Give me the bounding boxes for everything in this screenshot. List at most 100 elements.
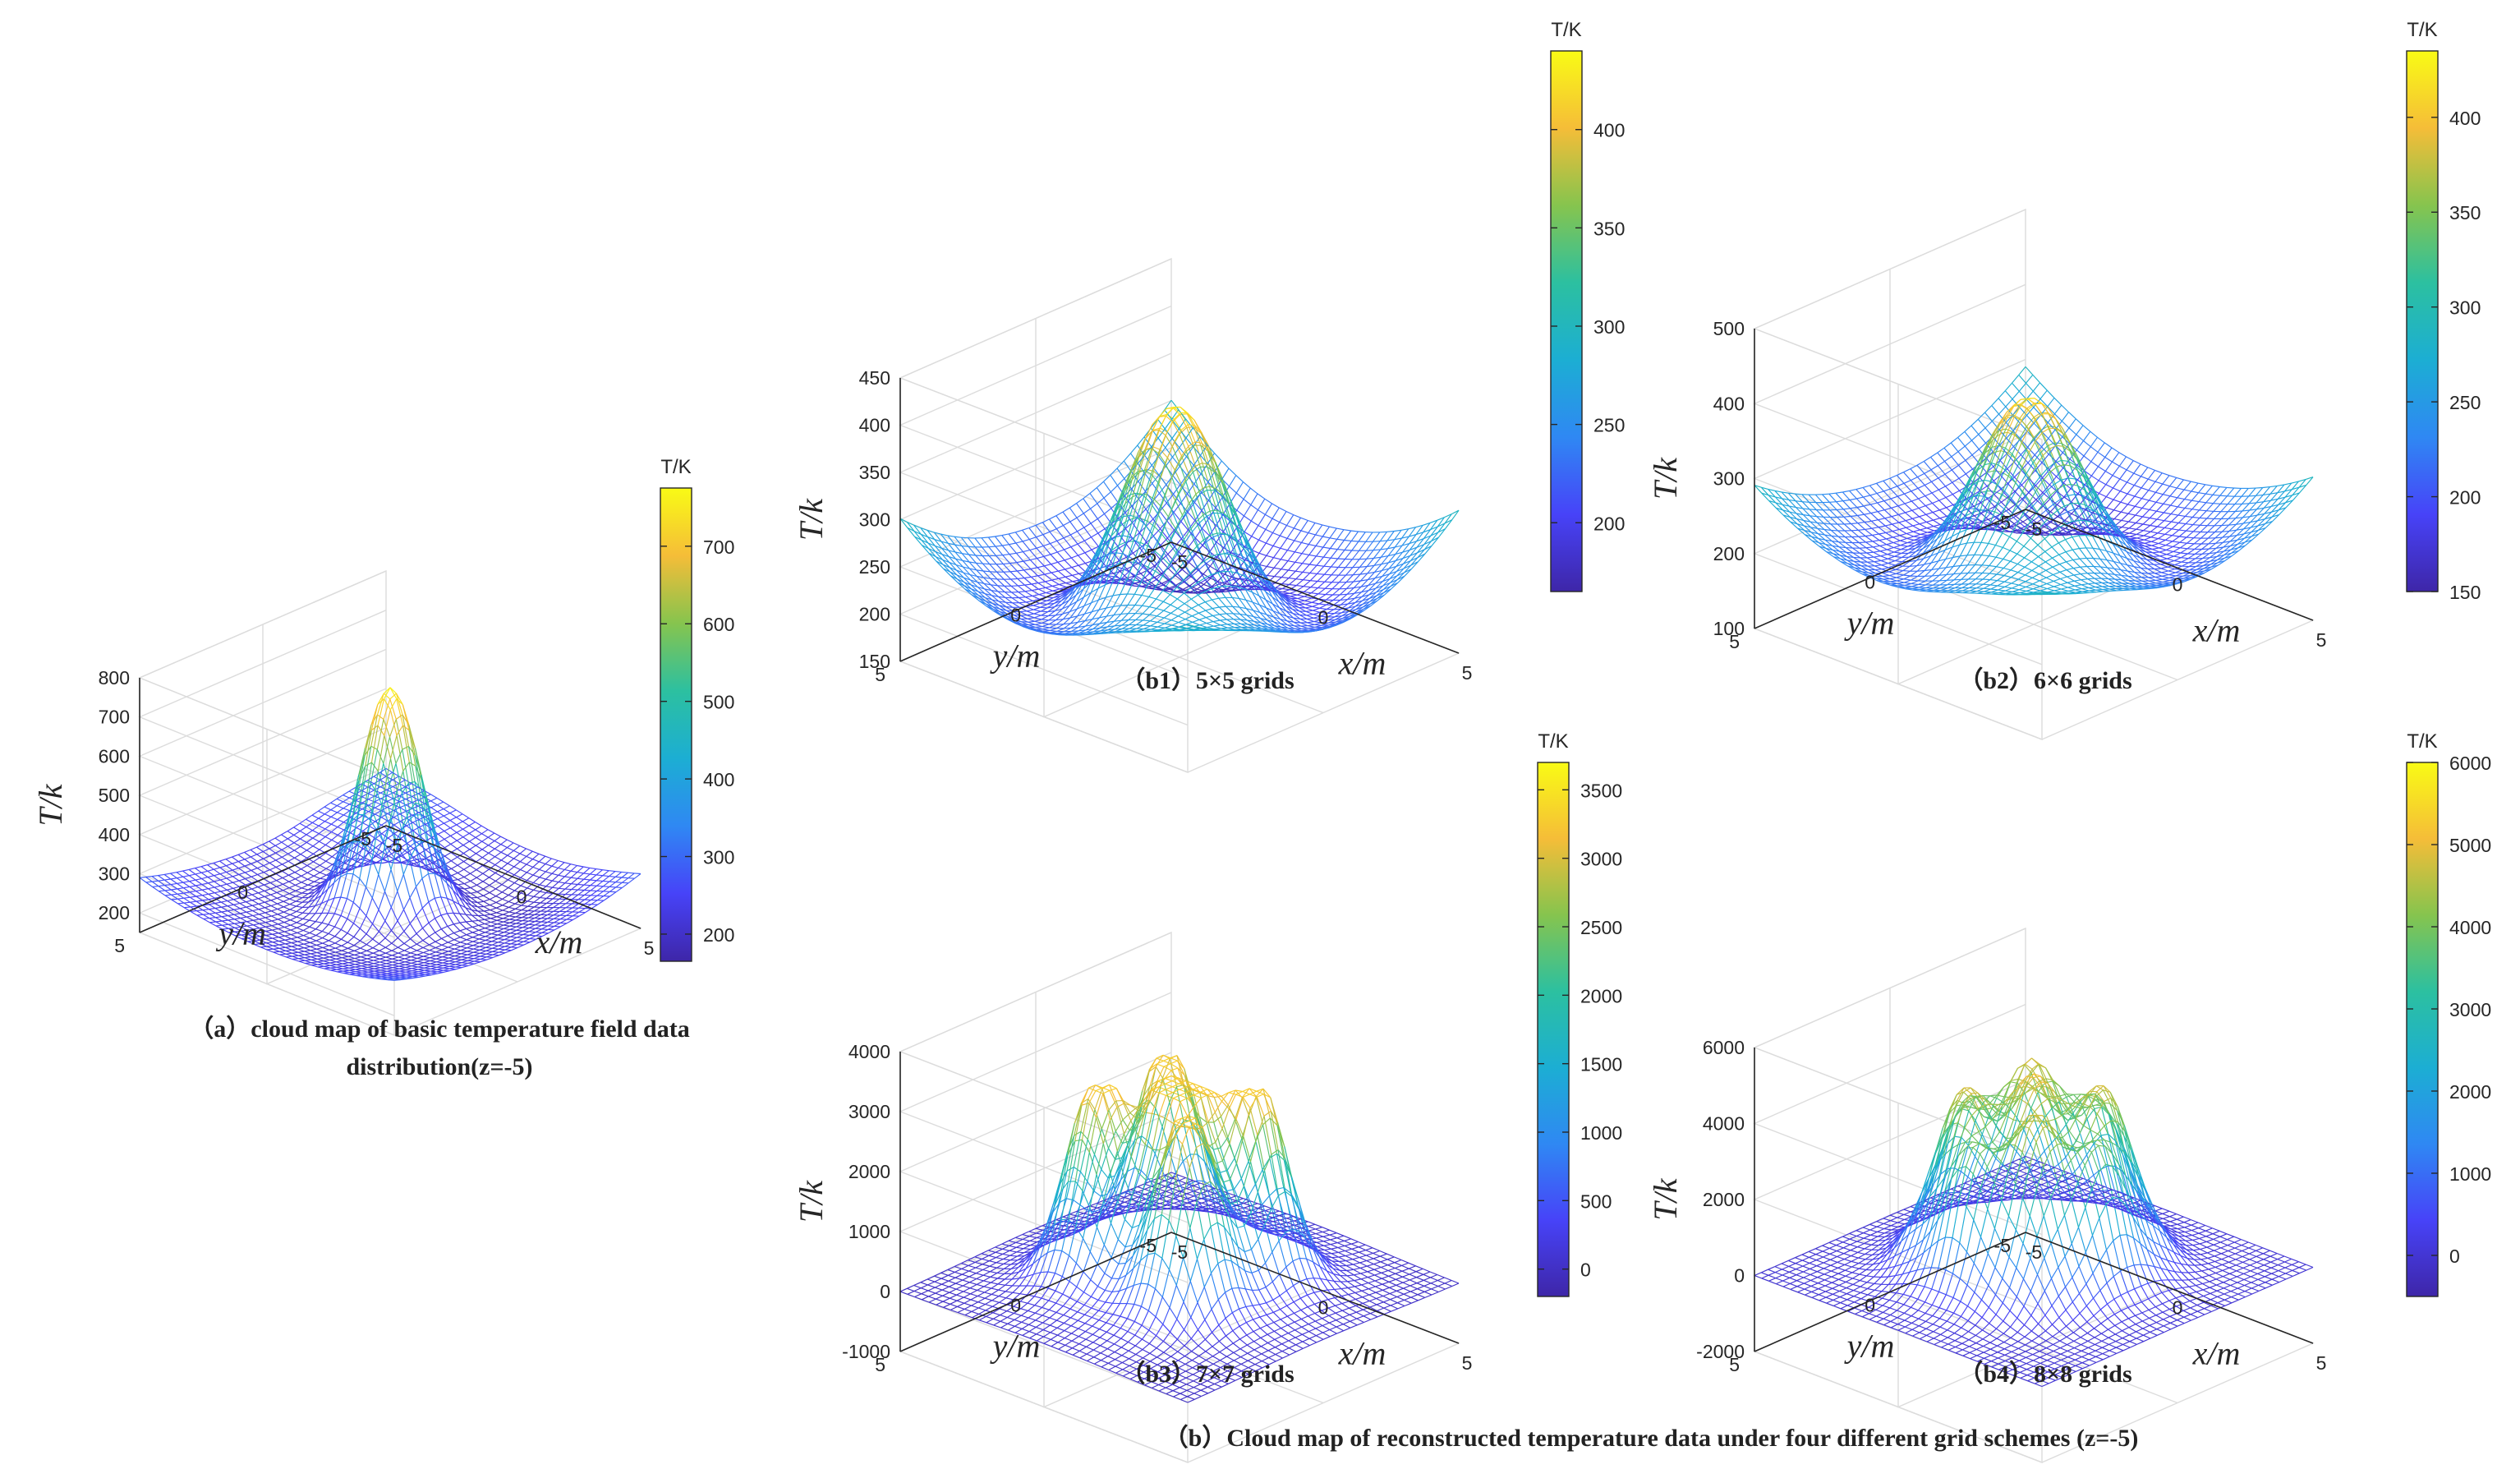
colorbar-tick-label: 4000 [2449,917,2491,938]
x-tick-label: 0 [2173,574,2183,596]
colorbar-tick-label: 600 [703,614,734,635]
y-axis [899,1232,1172,1352]
y-tick-label: 0 [1865,1295,1875,1316]
x-axis [385,825,641,929]
colorbar-gradient [1550,50,1583,592]
colorbar-tick-label: 6000 [2449,753,2491,774]
x-tick-label: -5 [2026,518,2042,540]
colorbar-title: T/K [2407,730,2437,753]
colorbar-tick-label: 5000 [2449,835,2491,856]
z-axis-label: T/k [32,783,69,826]
y-tick-label: 5 [114,935,125,956]
colorbar-tick-label: 300 [703,847,734,868]
colorbar-tick-label: 400 [1593,120,1625,141]
colorbar-tick-label: 3000 [2449,999,2491,1020]
z-tick-label: 200 [1713,543,1745,564]
surface-mesh [1754,366,2314,596]
z-tick-label: 350 [859,462,890,483]
z-tick-label: 3000 [848,1101,890,1122]
colorbar-tick-label: 350 [1593,218,1625,239]
y-axis [139,825,387,933]
colorbar-tick-label: 3000 [1580,849,1622,870]
z-tick-label: 700 [99,707,130,728]
colorbar-tick-label: 200 [1593,513,1625,534]
x-axis [2025,1232,2314,1344]
z-tick-label: 0 [880,1281,890,1302]
colorbar-tick-label: 0 [2449,1246,2460,1267]
z-tick-label: 200 [859,604,890,625]
z-tick-label: 300 [99,863,130,884]
colorbar-tick-label: 200 [703,924,734,946]
colorbar-tick-label: 350 [2449,202,2481,223]
y-tick-label: 5 [1729,631,1740,652]
x-tick-label: 5 [2316,629,2327,651]
colorbar-tick-label: 200 [2449,487,2481,509]
axes-box [1753,208,2315,741]
y-tick-label: 0 [1865,572,1875,593]
x-axis-label: x/m [1338,644,1386,681]
colorbar-tick-label: 0 [1580,1259,1591,1281]
grid-line [1035,318,1324,714]
colorbar-tick-label: 500 [1580,1190,1612,1212]
colorbar-title: T/K [1551,19,1581,41]
colorbar-tick-label: 400 [2449,108,2481,129]
z-tick-label: 400 [859,415,890,436]
colorbar: T/K 150 200 250 300 350 400 [2406,19,2481,603]
z-tick-label: 800 [99,667,130,688]
y-axis-label: y/m [215,915,266,952]
z-tick-label: 250 [859,556,890,578]
colorbar: T/K 200 300 400 500 600 700 [660,456,734,962]
colorbar-tick-label: 2500 [1580,917,1622,938]
z-tick-label: -2000 [1696,1341,1745,1362]
chart-b2: -505-505100200300400500x/my/mT/kT/K15020… [1647,19,2481,741]
x-tick-label: 0 [1318,1297,1329,1319]
x-tick-label: 5 [644,937,655,959]
z-tick-label: 150 [859,651,890,672]
y-axis-label: y/m [990,1327,1041,1364]
x-axis-label: x/m [1338,1334,1386,1371]
chart-b4: -505-505-20000200040006000x/my/mT/kT/K01… [1647,730,2491,1464]
y-tick-label: -5 [1994,1235,2011,1256]
panel-caption: （b2）6×6 grids [1958,666,2131,694]
colorbar: T/K 0 500 1000 1500 2000 2500 3000 3500 [1537,730,1622,1297]
colorbar-tick-label: 2000 [1580,985,1622,1006]
z-tick-label: 500 [1713,318,1745,339]
colorbar-tick-label: 3500 [1580,780,1622,801]
z-tick-label: 100 [1713,618,1745,639]
chart-b1: -505-505150200250300350400450x/my/mT/kT/… [793,19,1625,774]
colorbar: T/K 200 250 300 350 400 [1550,19,1625,592]
y-axis [1754,1232,2026,1352]
colorbar-gradient [2406,50,2439,592]
axis-lines [1754,329,2314,629]
x-tick-label: 5 [2316,1352,2327,1374]
surface-mesh [899,1054,1460,1403]
colorbar-gradient [1537,762,1570,1297]
colorbar-tick-label: 250 [2449,392,2481,413]
x-tick-label: 0 [1318,607,1329,629]
y-tick-label: 5 [875,1354,885,1375]
z-tick-label: 400 [1713,393,1745,414]
surface-mesh [139,687,641,981]
panel-caption: （b3）7×7 grids [1120,1360,1294,1388]
x-tick-label: 0 [2173,1297,2183,1319]
y-axis-label: y/m [990,637,1041,674]
y-tick-label: 0 [1010,1295,1021,1316]
colorbar-tick-label: 1000 [1580,1122,1622,1144]
z-tick-label: 300 [1713,468,1745,490]
x-axis-label: x/m [2192,611,2241,648]
colorbar-gradient [660,487,692,962]
axis-lines [139,678,641,933]
colorbar-tick-label: 400 [703,769,734,790]
x-tick-label: 0 [517,886,527,908]
x-tick-label: 5 [1462,662,1473,684]
z-tick-label: 0 [1734,1265,1745,1287]
colorbar-tick-label: 700 [703,536,734,558]
z-tick-label: 300 [859,509,890,531]
axis-lines [899,378,1460,662]
z-axis-label: T/k [1647,457,1684,500]
colorbar-tick-label: 2000 [2449,1081,2491,1103]
y-axis-label: y/m [1844,604,1895,641]
x-tick-label: 5 [1462,1352,1473,1374]
colorbar-tick-label: 1000 [2449,1163,2491,1185]
colorbar-tick-label: 300 [1593,316,1625,338]
